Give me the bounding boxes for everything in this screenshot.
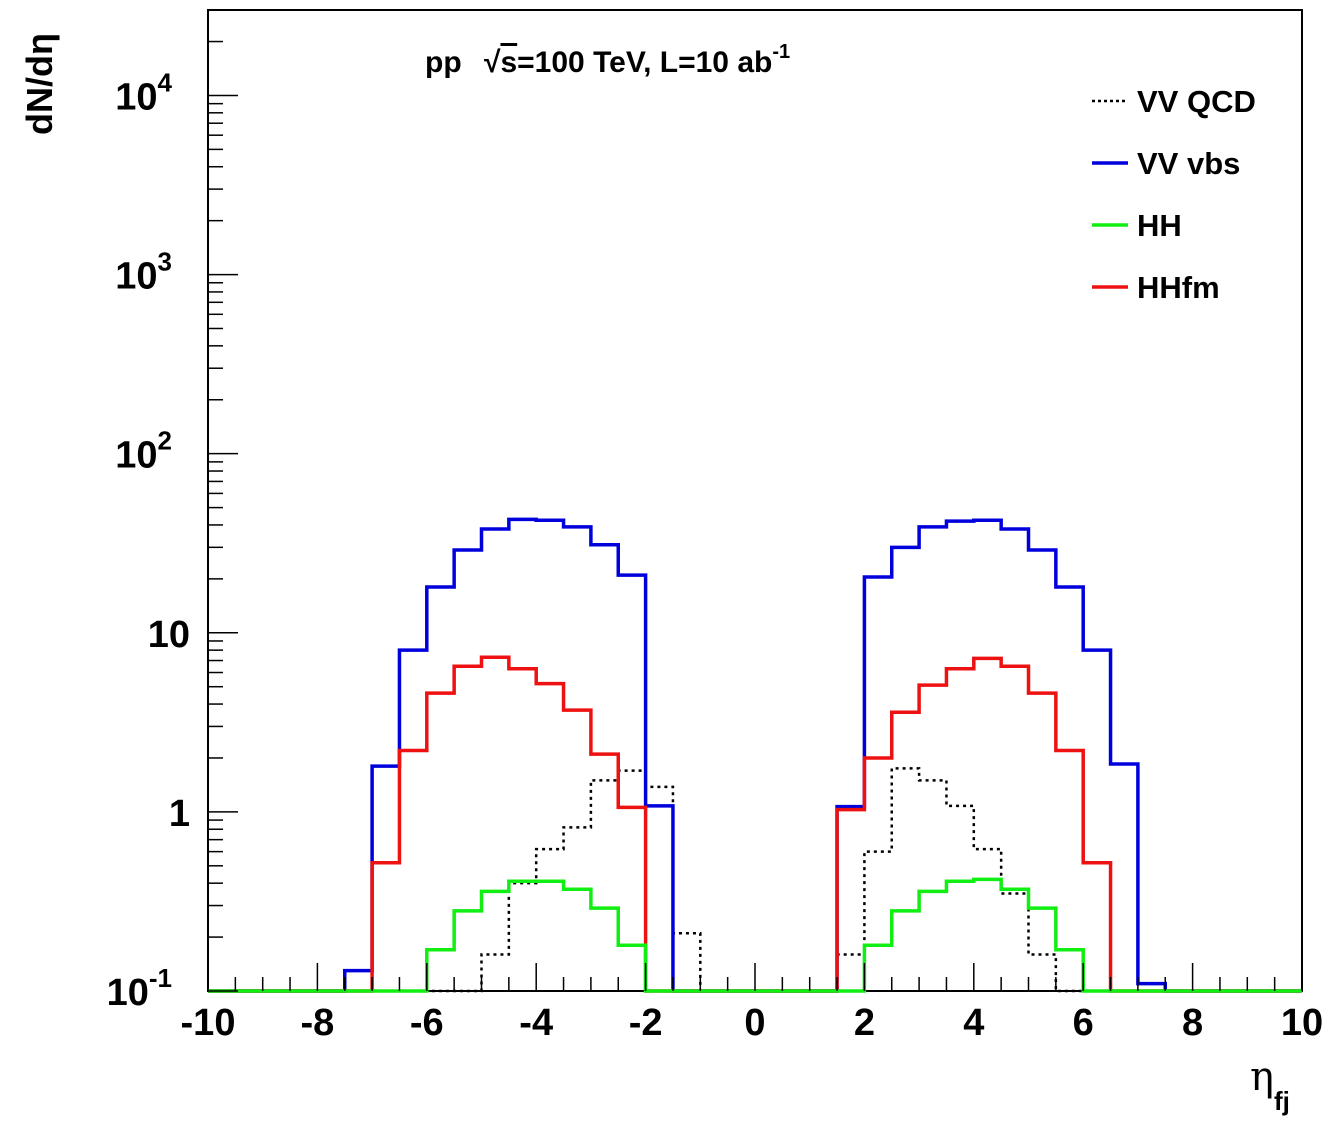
y-tick-label: 10-1 [107, 963, 172, 1014]
y-axis-title: dN/dη [19, 33, 60, 135]
x-axis-title: ηfj [1250, 1054, 1290, 1116]
x-tick-label: 4 [963, 1002, 984, 1044]
x-tick-label: -4 [519, 1002, 553, 1044]
series-hh [208, 877, 1302, 993]
chart-title: pp √s=100 TeV, L=10 ab-1 [425, 41, 790, 79]
x-tick-label: 2 [854, 1002, 875, 1044]
legend-label-hhfm: HHfm [1137, 270, 1220, 305]
y-tick-label: 1 [169, 793, 190, 835]
legend-label-vv-vbs: VV vbs [1137, 146, 1240, 181]
legend-label-hh: HH [1137, 208, 1182, 243]
tick-labels: -10 -8 -6 -4 -2 0 2 4 6 8 10 10-1 1 10 102 103 104 [107, 67, 1324, 1044]
series-layer [208, 517, 1302, 993]
x-tick-label: -2 [629, 1002, 663, 1044]
y-tick-label: 104 [115, 67, 172, 118]
y-tick-label: 10 [148, 614, 190, 656]
ticks-layer [207, 9, 1303, 992]
x-tick-label: 6 [1073, 1002, 1094, 1044]
x-tick-label: -10 [181, 1002, 236, 1044]
y-tick-label: 103 [115, 247, 172, 298]
x-tick-label: -6 [410, 1002, 444, 1044]
x-tick-label: 8 [1182, 1002, 1203, 1044]
x-tick-label: 10 [1281, 1002, 1323, 1044]
legend-label-vv-qcd: VV QCD [1137, 84, 1256, 119]
x-tick-label: -8 [301, 1002, 335, 1044]
y-tick-label: 102 [115, 426, 172, 477]
x-tick-label: 0 [744, 1002, 765, 1044]
legend: VV QCD VV vbs HH HHfm [1092, 84, 1256, 305]
